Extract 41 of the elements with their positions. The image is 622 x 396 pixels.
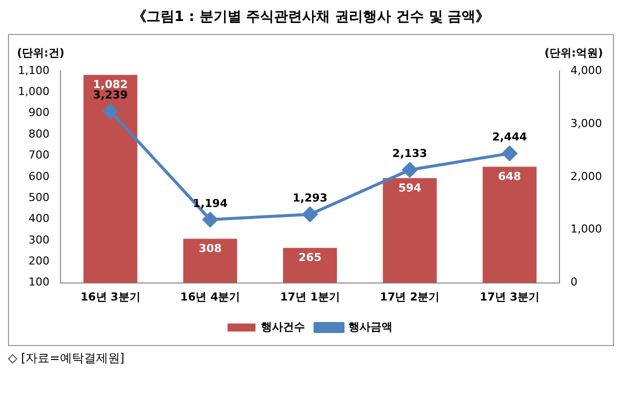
y2-axis-title: (단위:억원)	[544, 46, 603, 60]
y-tick-label: 600	[28, 170, 50, 183]
y-tick-label: 200	[28, 254, 50, 268]
data-label: 648	[498, 170, 522, 184]
point	[202, 212, 218, 228]
y2-tick-label: 1,000	[570, 222, 602, 236]
x-tick-label: 17년 2분기	[380, 290, 440, 304]
data-label: 308	[198, 242, 222, 256]
data-label: 265	[298, 251, 322, 264]
y-tick-label: 400	[28, 212, 50, 226]
y2-tick-label: 2,000	[570, 170, 602, 183]
y-tick-label: 1,000	[18, 85, 50, 98]
y-tick-label: 100	[28, 276, 50, 289]
y2-tick-label: 4,000	[570, 64, 602, 77]
data-label: 594	[398, 182, 422, 195]
x-tick-label: 17년 3분기	[480, 290, 540, 304]
y-tick-label: 500	[28, 190, 50, 204]
y2-tick-label: 0	[570, 276, 578, 289]
point	[502, 146, 518, 161]
y-tick-label: 900	[28, 106, 50, 120]
data-label: 3,239	[92, 88, 128, 102]
point	[102, 104, 118, 119]
legend-label: 행사건수	[261, 320, 305, 334]
point	[402, 162, 418, 178]
y-tick-label: 700	[28, 148, 50, 162]
y2-tick-label: 3,000	[570, 116, 602, 130]
y-tick-label: 1,100	[18, 64, 50, 77]
y-tick-label: 300	[28, 233, 50, 246]
x-tick-label: 17년 1분기	[280, 290, 340, 304]
data-label: 2,133	[392, 147, 428, 160]
text: ◇ [자료=예탁결제원]	[8, 350, 126, 367]
y-tick-label: 800	[28, 127, 50, 140]
x-tick-label: 16년 3분기	[80, 290, 140, 304]
y-axis-title: (단위:건)	[17, 46, 64, 60]
data-label: 1,082	[92, 78, 128, 92]
chart-title: 《그림1 : 분기별 주식관련사채 권리행사 건수 및 금액》	[131, 8, 491, 26]
legend-label: 행사금액	[348, 320, 392, 334]
data-label: 2,444	[492, 130, 528, 144]
data-label: 1,293	[292, 192, 328, 205]
x-tick-label: 16년 4분기	[180, 290, 240, 304]
point	[302, 206, 318, 222]
